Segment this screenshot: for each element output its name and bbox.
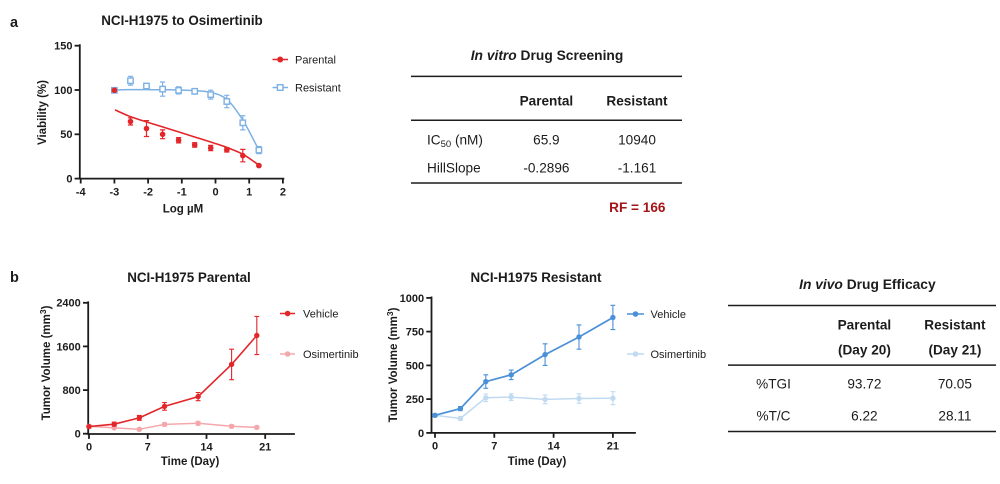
- svg-text:RF = 166: RF = 166: [609, 200, 666, 215]
- svg-text:Resistant: Resistant: [295, 82, 341, 94]
- svg-text:150: 150: [54, 41, 72, 53]
- svg-text:b: b: [10, 270, 19, 286]
- svg-text:NCI-H1975 Resistant: NCI-H1975 Resistant: [471, 270, 603, 285]
- svg-text:-0.2896: -0.2896: [523, 161, 569, 176]
- svg-text:NCI-H1975 to Osimertinib: NCI-H1975 to Osimertinib: [101, 13, 262, 28]
- svg-text:0: 0: [86, 442, 92, 454]
- svg-text:750: 750: [406, 327, 424, 339]
- svg-text:Tumor Volume (mm3): Tumor Volume (mm3): [38, 305, 53, 420]
- svg-text:65.9: 65.9: [533, 133, 559, 148]
- svg-text:%T/C: %T/C: [757, 409, 791, 424]
- svg-text:Tumor Volume (mm3): Tumor Volume (mm3): [385, 307, 400, 422]
- svg-text:1000: 1000: [400, 293, 424, 305]
- svg-text:NCI-H1975 Parental: NCI-H1975 Parental: [127, 270, 251, 285]
- svg-text:Time (Day): Time (Day): [161, 456, 220, 468]
- svg-text:21: 21: [259, 442, 271, 454]
- svg-text:-3: -3: [110, 187, 120, 199]
- svg-text:-1: -1: [177, 187, 187, 199]
- svg-text:Vehicle: Vehicle: [303, 308, 338, 320]
- svg-text:0: 0: [418, 428, 424, 440]
- svg-text:14: 14: [200, 442, 213, 454]
- svg-text:Resistant: Resistant: [924, 318, 986, 333]
- svg-text:93.72: 93.72: [847, 377, 881, 392]
- svg-text:a: a: [10, 15, 19, 31]
- svg-text:10940: 10940: [618, 133, 656, 148]
- svg-text:800: 800: [62, 385, 80, 397]
- svg-text:Osimertinib: Osimertinib: [303, 349, 359, 361]
- svg-text:28.11: 28.11: [938, 409, 971, 424]
- svg-text:Time (Day): Time (Day): [508, 456, 567, 468]
- svg-text:7: 7: [491, 441, 497, 453]
- svg-text:In vitro Drug Screening: In vitro Drug Screening: [471, 48, 624, 63]
- svg-text:Parental: Parental: [838, 318, 892, 333]
- svg-text:Parental: Parental: [295, 54, 336, 66]
- svg-text:In vivo Drug Efficacy: In vivo Drug Efficacy: [799, 277, 936, 292]
- svg-text:0: 0: [66, 174, 72, 186]
- svg-text:-4: -4: [76, 187, 87, 199]
- svg-text:50: 50: [60, 129, 72, 141]
- svg-text:1: 1: [246, 187, 252, 199]
- svg-text:500: 500: [406, 360, 424, 372]
- svg-text:100: 100: [54, 85, 72, 97]
- svg-text:70.05: 70.05: [938, 377, 972, 392]
- svg-text:0: 0: [212, 187, 218, 199]
- svg-text:6.22: 6.22: [851, 409, 877, 424]
- svg-text:1600: 1600: [56, 341, 80, 353]
- svg-text:Viability (%): Viability (%): [37, 80, 49, 145]
- svg-text:7: 7: [145, 442, 151, 454]
- svg-text:2: 2: [280, 187, 286, 199]
- svg-text:Vehicle: Vehicle: [651, 309, 686, 321]
- svg-text:%TGI: %TGI: [756, 377, 791, 392]
- svg-text:0: 0: [75, 429, 81, 441]
- svg-text:Parental: Parental: [520, 94, 574, 109]
- svg-text:21: 21: [607, 441, 619, 453]
- svg-text:0: 0: [432, 441, 438, 453]
- svg-text:(Day 20): (Day 20): [838, 343, 891, 358]
- svg-text:HillSlope: HillSlope: [427, 161, 481, 176]
- svg-text:(Day 21): (Day 21): [928, 343, 981, 358]
- svg-text:2400: 2400: [56, 298, 80, 310]
- svg-text:Osimertinib: Osimertinib: [651, 349, 707, 361]
- svg-text:250: 250: [406, 394, 424, 406]
- svg-text:14: 14: [547, 441, 560, 453]
- svg-text:IC50 (nM): IC50 (nM): [427, 133, 483, 151]
- svg-text:Resistant: Resistant: [606, 94, 668, 109]
- svg-text:-1.161: -1.161: [618, 161, 657, 176]
- svg-text:Log µM: Log µM: [163, 204, 203, 216]
- svg-text:-2: -2: [143, 187, 153, 199]
